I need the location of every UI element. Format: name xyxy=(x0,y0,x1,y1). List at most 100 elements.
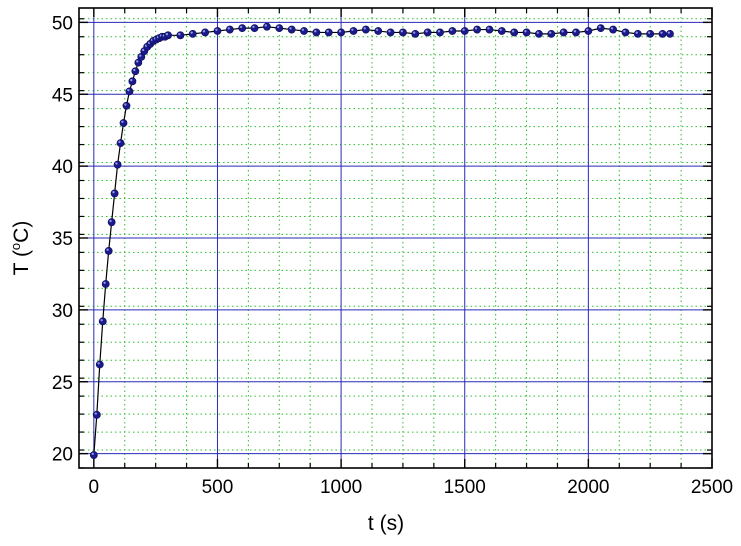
x-tick-label: 500 xyxy=(202,477,234,498)
data-point xyxy=(164,31,172,40)
y-tick-label: 35 xyxy=(52,229,73,250)
data-point xyxy=(411,29,420,38)
data-point-highlight xyxy=(487,27,490,30)
data-point xyxy=(547,29,556,38)
data-point-highlight xyxy=(400,30,404,33)
data-point-highlight xyxy=(100,318,103,322)
y-tick-label: 20 xyxy=(52,445,73,466)
data-points xyxy=(89,22,674,459)
data-point xyxy=(497,27,506,35)
data-point-highlight xyxy=(136,60,139,63)
data-point xyxy=(522,28,531,37)
y-tick-label: 45 xyxy=(52,85,73,106)
data-point-highlight xyxy=(202,30,206,33)
y-axis-label-main: T ( xyxy=(10,250,33,275)
data-point-highlight xyxy=(524,30,527,33)
data-point xyxy=(101,280,110,288)
x-tick-label: 2500 xyxy=(691,477,733,498)
data-point xyxy=(572,28,580,37)
data-point xyxy=(596,24,605,33)
data-point-highlight xyxy=(112,191,115,194)
data-point-highlight xyxy=(276,25,280,29)
data-point xyxy=(621,28,630,37)
data-point-highlight xyxy=(215,28,218,31)
data-point xyxy=(312,28,321,37)
data-point xyxy=(324,28,333,37)
data-point xyxy=(263,22,271,31)
data-point xyxy=(89,451,98,459)
data-point-highlight xyxy=(437,30,441,33)
data-point-highlight xyxy=(450,28,453,31)
data-point xyxy=(559,28,568,37)
data-point xyxy=(510,28,519,37)
y-tick-labels: 20 25 30 35 40 45 50 xyxy=(52,13,73,465)
data-point xyxy=(110,189,119,198)
data-point xyxy=(225,25,234,34)
data-point-highlight xyxy=(109,219,112,223)
data-point-highlight xyxy=(412,31,416,34)
data-point-highlight xyxy=(118,140,121,144)
major-grid xyxy=(79,8,712,468)
data-point-highlight xyxy=(103,281,106,284)
data-point xyxy=(399,28,407,37)
data-point xyxy=(423,28,432,37)
data-point-highlight xyxy=(462,28,465,31)
data-point xyxy=(460,27,469,35)
data-point-highlight xyxy=(326,30,329,33)
data-point-highlight xyxy=(139,54,142,57)
data-point-highlight xyxy=(647,31,651,34)
data-point-highlight xyxy=(124,103,127,106)
data-point-highlight xyxy=(289,27,292,30)
data-point-highlight xyxy=(94,412,97,415)
data-point xyxy=(122,101,131,110)
data-point xyxy=(448,27,457,35)
data-point xyxy=(473,25,481,34)
data-point xyxy=(119,119,128,127)
data-point-highlight xyxy=(375,28,379,31)
y-axis-label: T (oC) xyxy=(8,221,33,276)
x-tick-labels: 0 500 1000 1500 2000 2500 xyxy=(89,477,734,498)
x-axis-label: t (s) xyxy=(368,512,404,535)
x-tick-label: 1000 xyxy=(320,477,362,498)
data-point-highlight xyxy=(91,452,94,456)
data-point-highlight xyxy=(511,30,515,33)
data-point-highlight xyxy=(425,30,428,33)
y-tick-label: 50 xyxy=(52,13,73,34)
x-tick-label: 1500 xyxy=(444,477,486,498)
data-point-highlight xyxy=(598,25,601,29)
data-point xyxy=(131,67,140,76)
data-point xyxy=(188,29,197,38)
data-point-highlight xyxy=(338,30,342,33)
data-point-highlight xyxy=(121,120,124,124)
y-tick-label: 30 xyxy=(52,301,73,322)
data-point xyxy=(386,28,395,37)
x-tick-label: 2000 xyxy=(567,477,609,498)
x-tick-label: 0 xyxy=(89,477,100,498)
data-point xyxy=(300,27,308,35)
data-point-highlight xyxy=(130,78,133,82)
data-point xyxy=(374,27,383,35)
data-point-highlight xyxy=(561,30,564,33)
data-point-highlight xyxy=(264,24,268,27)
data-point xyxy=(213,27,222,35)
data-point xyxy=(287,25,296,34)
data-point-highlight xyxy=(165,32,169,36)
y-axis-label-unit: C) xyxy=(10,221,33,243)
data-point-highlight xyxy=(351,28,354,31)
data-point xyxy=(361,25,370,34)
data-point-highlight xyxy=(363,27,366,30)
data-point-highlight xyxy=(115,162,118,165)
data-point-highlight xyxy=(252,25,255,29)
data-point xyxy=(238,24,247,33)
data-point-highlight xyxy=(239,25,243,29)
data-point xyxy=(337,28,346,37)
y-axis-label-degree: o xyxy=(8,243,23,250)
data-point-highlight xyxy=(635,31,638,34)
y-tick-label: 25 xyxy=(52,373,73,394)
data-point xyxy=(95,360,104,369)
data-point-highlight xyxy=(227,27,230,30)
data-point xyxy=(113,160,122,169)
data-point-highlight xyxy=(499,28,502,31)
data-point-highlight xyxy=(190,31,193,34)
